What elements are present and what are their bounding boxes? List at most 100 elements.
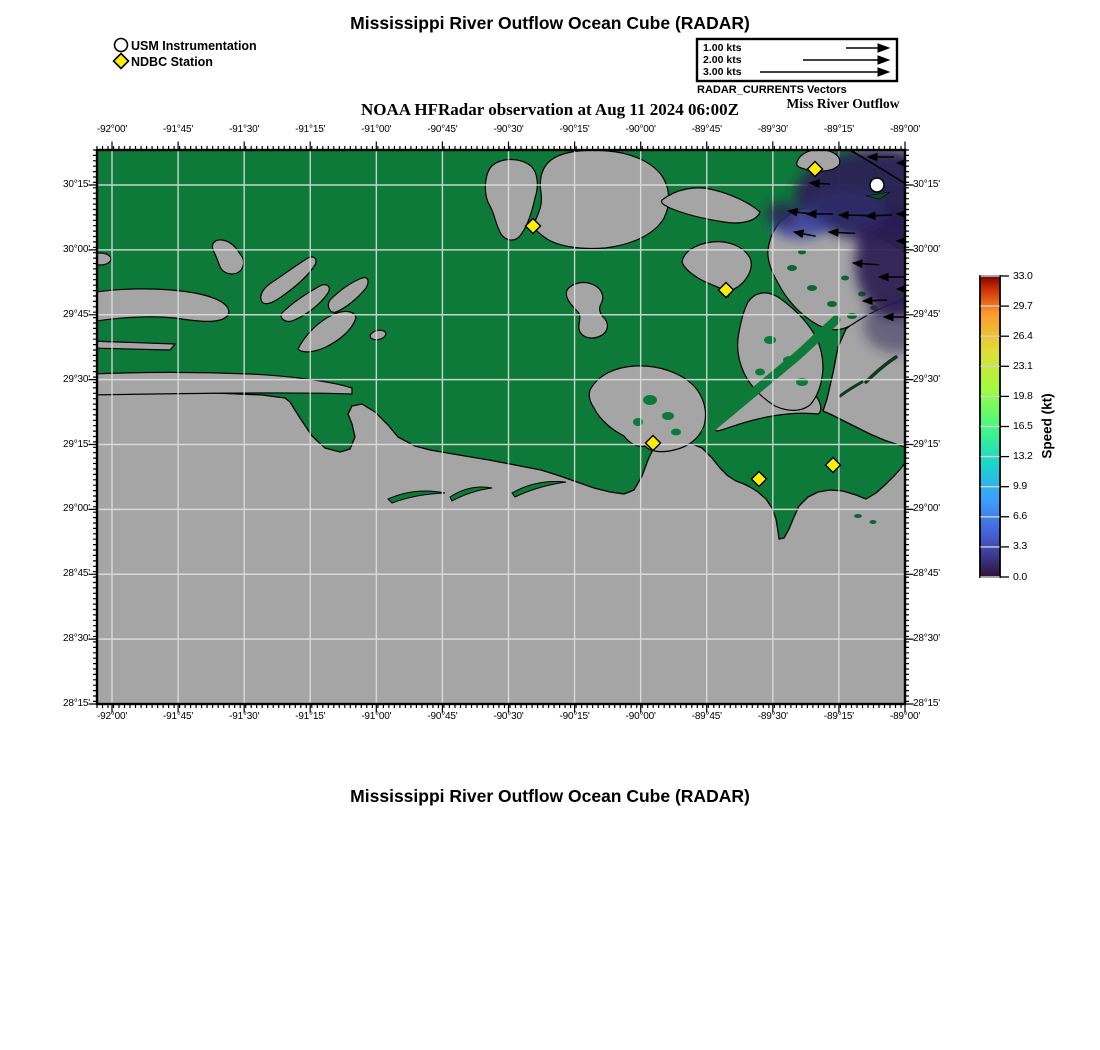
ndbc-station-marker: [524, 217, 542, 235]
current-vector-arrow: [808, 179, 831, 188]
legend-label-usm: USM Instrumentation: [131, 38, 257, 53]
longitude-tick-label-top: -89°00': [889, 124, 921, 135]
longitude-tick-label-top: -89°45': [691, 124, 722, 135]
longitude-tick-label-top: -91°30': [229, 124, 260, 135]
latitude-tick-label-left: 28°15': [63, 698, 90, 709]
longitude-tick-label-bottom: -90°30': [493, 711, 524, 722]
current-vector-arrow: [882, 312, 905, 322]
current-vector-arrow: [861, 296, 888, 306]
ndbc-station-marker: [717, 281, 735, 299]
ndbc-station-marker: [750, 470, 768, 488]
current-vector-arrow: [803, 55, 891, 65]
latitude-tick-label-right: 30°00': [913, 243, 940, 255]
scale-label-3kt: 3.00 kts: [703, 66, 742, 78]
colorbar-tick-label: 23.1: [1013, 359, 1033, 372]
latitude-tick-label-left: 28°45': [63, 568, 90, 580]
latitude-tick-label-left: 29°45': [63, 308, 90, 320]
longitude-tick-label-bottom: -89°45': [691, 711, 722, 722]
colorbar-tick-label: 19.8: [1013, 389, 1033, 402]
ndbc-station-marker: [644, 434, 662, 452]
latitude-tick-label-right: 28°45': [913, 568, 940, 580]
usm-circle-icon: [113, 37, 129, 53]
colorbar-tick-label: 3.3: [1013, 540, 1027, 553]
longitude-tick-label-bottom: -89°00': [889, 711, 921, 722]
latitude-tick-label-right: 29°45': [913, 308, 940, 320]
grid-lines: [97, 150, 905, 704]
current-vector-arrow: [877, 272, 905, 282]
scale-label-2kt: 2.00 kts: [703, 54, 742, 66]
current-vector-arrow: [895, 159, 905, 167]
colorbar-tick-label: 16.5: [1013, 420, 1033, 432]
longitude-tick-label-bottom: -89°15': [823, 711, 854, 722]
longitude-tick-label-bottom: -89°30': [757, 711, 788, 722]
current-vector-arrow: [895, 237, 905, 245]
longitude-tick-label-bottom: -92°00': [96, 711, 128, 722]
longitude-tick-label-top: -91°15': [295, 124, 326, 135]
latitude-tick-label-right: 28°15': [913, 698, 940, 709]
current-vector-arrow: [866, 152, 894, 162]
map-plot: [97, 150, 905, 704]
latitude-tick-label-right: 29°00': [913, 503, 940, 515]
latitude-tick-label-left: 30°00': [63, 243, 90, 255]
current-vector-arrow: [792, 229, 816, 239]
longitude-tick-label-top: -90°30': [493, 124, 524, 135]
longitude-tick-label-top: -90°15': [559, 124, 590, 135]
legend-label-ndbc: NDBC Station: [131, 54, 213, 69]
current-vector-arrow: [851, 259, 879, 268]
colorbar-ticks: [980, 275, 1009, 578]
legend-glyphs: [112, 37, 130, 70]
longitude-tick-label-bottom: -90°45': [427, 711, 458, 722]
longitude-tick-label-top: -92°00': [96, 124, 128, 135]
barrier-islands: [387, 481, 567, 504]
longitude-tick-label-top: -91°00': [361, 124, 392, 135]
scale-label-1kt: 1.00 kts: [703, 42, 742, 54]
longitude-tick-label-bottom: -91°00': [361, 711, 392, 722]
colorbar-tick-label: 26.4: [1013, 329, 1033, 342]
colorbar-tick-label: 13.2: [1013, 450, 1033, 463]
vector-scale-box: [695, 37, 899, 83]
current-vector-arrow: [895, 284, 905, 294]
current-vector-arrow: [837, 210, 868, 220]
figure-bottom-title: Mississippi River Outflow Ocean Cube (RA…: [350, 786, 750, 806]
latitude-tick-label-left: 29°15': [63, 438, 90, 450]
axis-ticks: [88, 141, 914, 713]
latitude-tick-label-right: 30°15': [913, 179, 940, 190]
colorbar: [979, 275, 1009, 578]
current-vector-arrow: [805, 209, 833, 219]
latitude-tick-label-left: 30°15': [63, 179, 90, 190]
map-border: [95, 148, 907, 706]
scale-subcaption: Miss River Outflow: [786, 96, 900, 111]
longitude-tick-label-bottom: -90°15': [559, 711, 590, 722]
graticule-grid: [97, 150, 905, 704]
ndbc-diamond-icon: [112, 52, 130, 70]
figure-title: Mississippi River Outflow Ocean Cube (RA…: [350, 13, 750, 33]
longitude-tick-label-top: -89°30': [757, 124, 788, 135]
latitude-tick-label-left: 29°30': [63, 373, 90, 385]
current-vector-arrow: [864, 211, 893, 221]
longitude-tick-label-bottom: -91°15': [295, 711, 326, 722]
longitude-tick-label-bottom: -91°30': [229, 711, 260, 722]
ndbc-station-marker: [824, 456, 842, 474]
current-vector-arrow: [846, 43, 891, 53]
colorbar-tick-label: 0.0: [1013, 570, 1027, 583]
colorbar-tick-label: 29.7: [1013, 299, 1033, 312]
vector-scale-arrows: [760, 43, 891, 77]
current-vectors: [786, 152, 905, 322]
latitude-tick-label-right: 28°30': [913, 633, 940, 645]
current-vector-arrow: [760, 67, 891, 77]
radar-speed-field: [766, 150, 905, 353]
colorbar-title: Speed (kt): [1039, 393, 1055, 459]
ndbc-station-marker: [806, 160, 824, 178]
longitude-tick-label-top: -90°00': [625, 124, 656, 135]
latitude-tick-label-left: 29°00': [63, 503, 90, 515]
usm-instrumentation-marker: [869, 177, 885, 193]
longitude-tick-label-bottom: -91°45': [163, 711, 194, 722]
colorbar-tick-label: 6.6: [1013, 510, 1027, 523]
station-markers: [524, 160, 885, 488]
longitude-tick-label-top: -90°45': [427, 124, 458, 135]
latitude-tick-label-right: 29°30': [913, 373, 940, 385]
vector-scale-frame: [695, 37, 899, 83]
latitude-tick-label-left: 28°30': [63, 633, 90, 645]
